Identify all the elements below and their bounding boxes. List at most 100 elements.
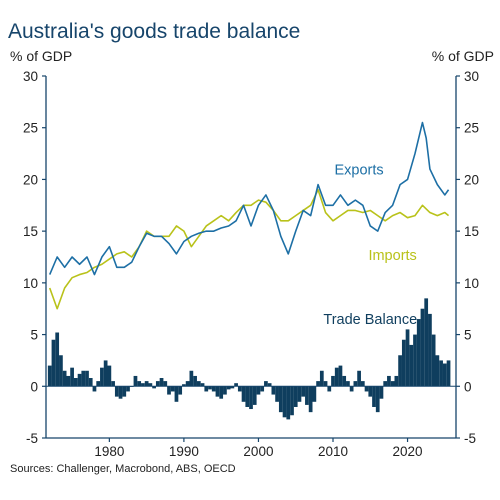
y-tick-label-left: 20 [23, 172, 38, 187]
trade-balance-bar [211, 386, 216, 392]
trade-balance-bar [293, 386, 298, 407]
trade-balance-bar [208, 386, 212, 390]
trade-balance-bar [163, 381, 168, 387]
trade-balance-bar [271, 386, 276, 395]
trade-balance-bar [85, 370, 89, 387]
trade-balance-bar [267, 383, 272, 387]
trade-balance-bar [196, 381, 201, 387]
trade-balance-bar [327, 386, 332, 392]
trade-balance-bar [334, 367, 339, 387]
trade-balance-bar [394, 375, 399, 387]
trade-balance-bar [375, 386, 380, 413]
trade-balance-bar [62, 370, 67, 387]
trade-balance-bar [390, 381, 395, 387]
trade-balance-bar [204, 386, 209, 392]
trade-balance-bar [312, 386, 317, 402]
trade-balance-bar [252, 386, 257, 405]
trade-balance-bar [316, 381, 320, 387]
trade-balance-bar [401, 339, 406, 387]
trade-balance-bar [230, 386, 235, 389]
trade-balance-bar [92, 386, 97, 392]
trade-balance-bar [413, 334, 417, 387]
trade-balance-bar [368, 386, 373, 397]
trade-balance-bar [193, 375, 197, 387]
trade-balance-bar [353, 381, 358, 387]
trade-balance-bar [133, 375, 138, 387]
trade-balance-bar [346, 381, 350, 387]
y-tick-label-left: 15 [23, 224, 38, 239]
trade-balance-bar [107, 365, 112, 387]
trade-balance-bar [96, 381, 101, 387]
trade-balance-bar [159, 378, 164, 387]
trade-balance-bar [55, 332, 60, 387]
trade-balance-bar [319, 370, 324, 387]
imports-label: Imports [368, 248, 416, 264]
exports-label: Exports [335, 162, 384, 178]
y-tick-label-left: 5 [30, 328, 38, 343]
y-tick-label-right: 20 [464, 172, 479, 187]
trade-balance-bars [47, 298, 451, 420]
trade-balance-bar [118, 386, 123, 399]
trade-balance-bar [178, 386, 183, 395]
chart-title: Australia's goods trade balance [8, 20, 301, 43]
x-tick-label: 2020 [393, 444, 423, 459]
trade-balance-bar [442, 363, 447, 387]
trade-balance-bar [100, 367, 104, 387]
trade-balance-bar [59, 355, 63, 387]
trade-balance-bar [383, 381, 388, 387]
trade-balance-bar [420, 308, 425, 387]
trade-balance-bar [73, 378, 78, 387]
trade-balance-bar [435, 355, 440, 387]
trade-balance-bar [245, 386, 250, 407]
y-tick-label-right: 25 [464, 121, 479, 136]
right-axis-unit: % of GDP [431, 48, 494, 64]
trade-balance-bar [323, 381, 328, 387]
trade-balance-bar [152, 386, 156, 389]
trade-balance-bar [111, 381, 115, 387]
trade-balance-bar [342, 375, 347, 387]
trade-balance-bar [301, 386, 306, 397]
trade-balance-bar [275, 386, 279, 402]
trade-balance-bar [148, 383, 153, 387]
trade-balance-bar [144, 381, 149, 387]
trade-balance-bar [189, 370, 194, 387]
trade-balance-bar [357, 370, 361, 387]
trade-balance-bar [431, 334, 436, 387]
trade-balance-bar [446, 360, 451, 387]
trade-balance-bar [297, 386, 302, 402]
trade-balance-bar [278, 386, 283, 413]
y-tick-label-right: 5 [464, 328, 472, 343]
trade-balance-bar [141, 383, 145, 387]
y-tick-label-right: 10 [464, 276, 479, 291]
trade-balance-bar [103, 360, 108, 387]
y-tick-label-left: -5 [26, 431, 38, 446]
trade-balance-bar [428, 313, 432, 387]
trade-balance-bar [114, 386, 119, 397]
trade-balance-bar [137, 381, 142, 387]
trade-balance-bar [331, 375, 335, 387]
trade-balance-bar [200, 383, 205, 387]
trade-balance-bar [398, 355, 402, 387]
trade-balance-bar [167, 386, 171, 395]
trade-balance-bar [77, 373, 82, 387]
y-tick-label-left: 10 [23, 276, 38, 291]
trade-balance-bar [81, 370, 86, 387]
y-tick-label-right: 0 [464, 379, 472, 394]
left-axis-unit: % of GDP [10, 48, 73, 64]
x-tick-label: 1990 [169, 444, 199, 459]
trade-balance-bar [170, 386, 175, 392]
trade-balance-bar [51, 339, 56, 387]
trade-balance-bar [88, 378, 93, 387]
trade-balance-bar [249, 386, 253, 410]
trade-balance-bar [155, 381, 160, 387]
imports-line [48, 188, 450, 310]
trade-balance-bar [126, 386, 130, 392]
trade-balance-bar [372, 386, 376, 407]
trade-balance-bar [241, 386, 246, 402]
trade-balance-bar [122, 386, 127, 397]
x-tick-label: 1980 [94, 444, 124, 459]
trade-balance-bar [174, 386, 179, 402]
trade-balance-bar [439, 360, 443, 387]
